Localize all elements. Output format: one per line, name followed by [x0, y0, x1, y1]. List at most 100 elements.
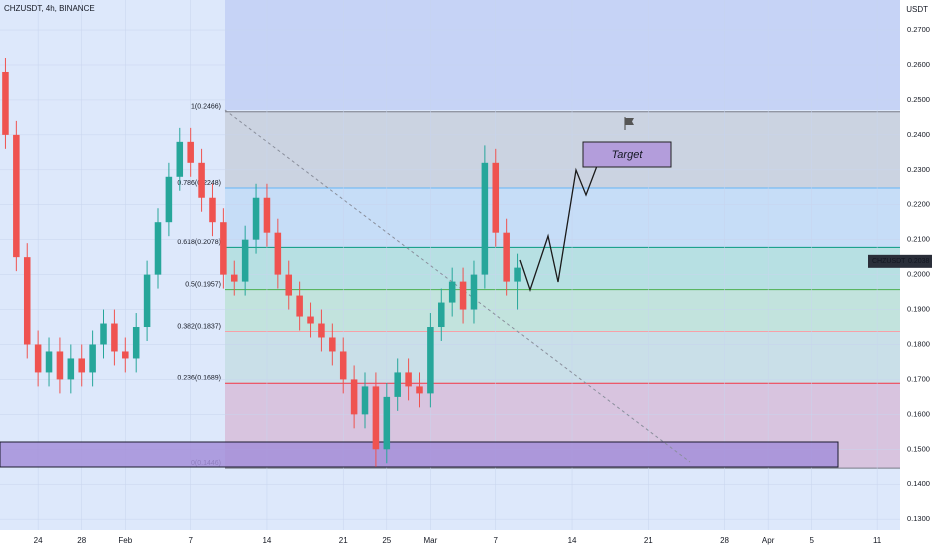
candle-body: [67, 358, 75, 380]
candle-body: [503, 232, 510, 282]
candle-body: [198, 162, 205, 198]
x-tick-label: 25: [382, 536, 391, 545]
candle-body: [263, 197, 271, 233]
candle-body: [307, 316, 314, 324]
y-tick-label: 0.2100: [907, 235, 930, 244]
y-tick-label: 0.1700: [907, 374, 930, 383]
y-tick-label: 0.2700: [907, 25, 930, 34]
y-tick-label: 0.2600: [907, 60, 930, 69]
time-axis: [0, 530, 900, 550]
y-tick-label: 0.1600: [907, 409, 930, 418]
candle-body: [329, 337, 336, 352]
candle-body: [372, 386, 380, 450]
trend-line: [224, 109, 691, 463]
candle-body: [438, 302, 445, 328]
candle-body: [45, 351, 53, 373]
price-tag-value: 0.2038: [908, 258, 930, 265]
upper-zone: [225, 0, 900, 110]
candle-body: [154, 222, 162, 275]
price-axis: [900, 0, 932, 550]
x-tick-label: 14: [568, 536, 577, 545]
flag: [625, 118, 634, 125]
axis-unit: USDT: [906, 5, 928, 14]
x-tick-label: Feb: [118, 536, 132, 545]
price-tag: [868, 254, 932, 268]
candle-body: [143, 274, 151, 328]
y-tick-label: 0.2200: [907, 200, 930, 209]
candle-body: [383, 396, 391, 450]
fib-band: [225, 289, 900, 332]
candle-body: [56, 351, 64, 380]
y-tick-label: 0.2300: [907, 165, 930, 174]
candle-body: [492, 162, 500, 233]
x-tick-label: 7: [188, 536, 193, 545]
fib-band: [225, 111, 900, 188]
candle-body: [405, 372, 412, 387]
candle-body: [241, 239, 249, 282]
candle-body: [209, 197, 216, 223]
x-tick-label: 21: [339, 536, 348, 545]
candle-body: [23, 257, 31, 345]
candle-body: [2, 71, 9, 135]
fib-label: 0.5(0.1957): [185, 281, 221, 288]
candle-body: [514, 267, 521, 282]
candle-body: [470, 274, 478, 310]
x-tick-label: 5: [810, 536, 815, 545]
fib-label: 0.618(0.2078): [177, 239, 221, 246]
x-tick-label: 14: [262, 536, 271, 545]
candle-body: [100, 323, 107, 345]
x-tick-label: 24: [34, 536, 43, 545]
candle-body: [252, 197, 260, 240]
candle-body: [361, 386, 369, 415]
y-tick-label: 0.2400: [907, 130, 930, 139]
candle-body: [78, 358, 85, 373]
x-tick-label: 28: [77, 536, 86, 545]
x-tick-label: Mar: [423, 536, 437, 545]
candle-body: [89, 344, 96, 373]
candle-body: [220, 222, 227, 275]
fib-band: [225, 331, 900, 384]
price-tag-name: CHZUSDT: [872, 258, 906, 265]
support-box: [0, 441, 839, 468]
candle-body: [34, 344, 42, 373]
candle-body: [427, 327, 434, 394]
fib-label: 1(0.2466): [191, 104, 221, 111]
y-tick-label: 0.1300: [907, 514, 930, 523]
projection-path: [519, 157, 601, 293]
candle-body: [132, 327, 140, 359]
y-tick-label: 0.1800: [907, 339, 930, 348]
candle-body: [481, 162, 489, 275]
fib-band: [225, 187, 900, 248]
x-tick-label: Apr: [762, 536, 775, 545]
candle-body: [285, 274, 293, 296]
chart-title: CHZUSDT, 4h, BINANCE: [4, 4, 95, 13]
candle-body: [274, 232, 282, 275]
fib-label: 0.236(0.1689): [177, 375, 221, 382]
candle-body: [296, 295, 303, 317]
y-tick-label: 0.1400: [907, 479, 930, 488]
x-tick-label: 7: [494, 536, 499, 545]
x-tick-label: 11: [873, 536, 882, 545]
candle-body: [448, 281, 456, 303]
candle-body: [111, 323, 118, 352]
candle-body: [13, 134, 20, 258]
candle-body: [350, 379, 358, 415]
candle-body: [318, 323, 325, 338]
y-tick-label: 0.1900: [907, 305, 930, 314]
candle-body: [187, 141, 194, 163]
candle-body: [122, 351, 129, 359]
candle-body: [394, 372, 401, 397]
candle-body: [459, 281, 467, 310]
fib-label: 0.382(0.1837): [177, 323, 221, 330]
candle-body: [176, 141, 184, 177]
y-tick-label: 0.2000: [907, 270, 930, 279]
candle-body: [416, 386, 423, 394]
candle-body: [230, 274, 238, 282]
y-tick-label: 0.1500: [907, 444, 930, 453]
candle-body: [339, 351, 347, 380]
x-tick-label: 28: [720, 536, 729, 545]
target-box: [582, 141, 672, 168]
target-label: Target: [612, 149, 644, 161]
y-tick-label: 0.2500: [907, 95, 930, 104]
